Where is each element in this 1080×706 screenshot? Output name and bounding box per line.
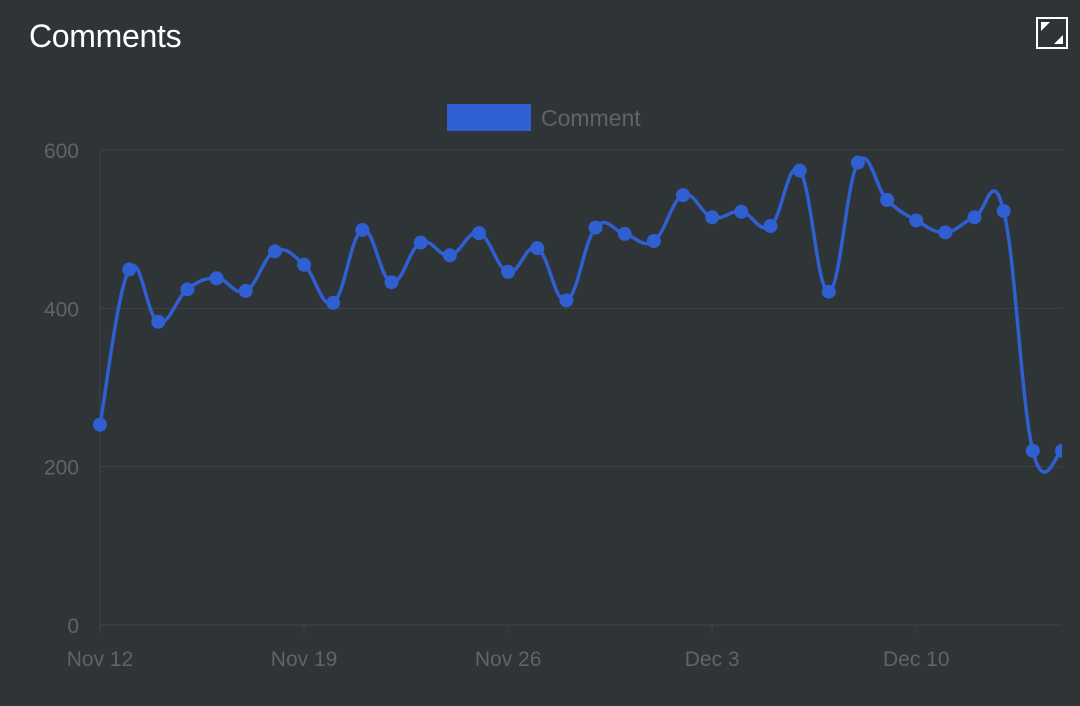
data-point xyxy=(821,284,836,299)
y-tick-label: 200 xyxy=(44,457,79,480)
data-point xyxy=(355,222,370,237)
expand-icon xyxy=(1041,22,1063,44)
data-point xyxy=(1025,443,1040,458)
legend-swatch xyxy=(447,104,531,131)
data-point xyxy=(880,192,895,207)
data-point xyxy=(471,226,486,241)
panel-title: Comments xyxy=(29,18,182,54)
x-tick-label: Dec 3 xyxy=(685,648,740,671)
data-point xyxy=(238,283,253,298)
legend-label: Comment xyxy=(541,105,641,131)
data-point xyxy=(676,188,691,203)
data-point xyxy=(588,220,603,235)
data-point xyxy=(93,417,107,432)
data-point xyxy=(180,282,195,297)
expand-button[interactable] xyxy=(1036,17,1068,49)
data-point xyxy=(530,241,545,256)
data-point xyxy=(209,271,224,286)
x-tick-label: Nov 19 xyxy=(271,648,338,671)
y-tick-label: 0 xyxy=(67,615,79,638)
data-point xyxy=(559,293,574,308)
data-point xyxy=(326,295,341,310)
data-point xyxy=(501,264,516,279)
data-point xyxy=(763,219,778,233)
y-tick-label: 600 xyxy=(44,140,79,163)
data-point xyxy=(996,203,1011,218)
data-point xyxy=(384,275,399,290)
data-point xyxy=(297,257,312,272)
series-line xyxy=(98,156,1062,474)
data-point xyxy=(705,210,720,225)
data-point xyxy=(792,163,807,178)
data-point xyxy=(1055,443,1062,458)
data-point xyxy=(122,262,137,277)
data-point xyxy=(734,204,749,219)
x-tick-label: Nov 26 xyxy=(475,648,542,671)
data-point xyxy=(413,235,428,250)
data-point xyxy=(442,248,457,263)
data-point xyxy=(850,155,865,170)
x-tick-label: Nov 12 xyxy=(67,648,134,671)
x-tick-label: Dec 10 xyxy=(883,648,950,671)
data-point xyxy=(967,210,982,225)
data-point xyxy=(151,314,166,329)
legend: Comment xyxy=(447,104,641,131)
data-point xyxy=(267,244,282,259)
data-point xyxy=(646,234,661,249)
series-group xyxy=(93,155,1062,474)
data-point xyxy=(617,226,632,241)
data-point xyxy=(938,225,953,240)
data-point xyxy=(909,213,924,228)
y-tick-label: 400 xyxy=(44,298,79,321)
